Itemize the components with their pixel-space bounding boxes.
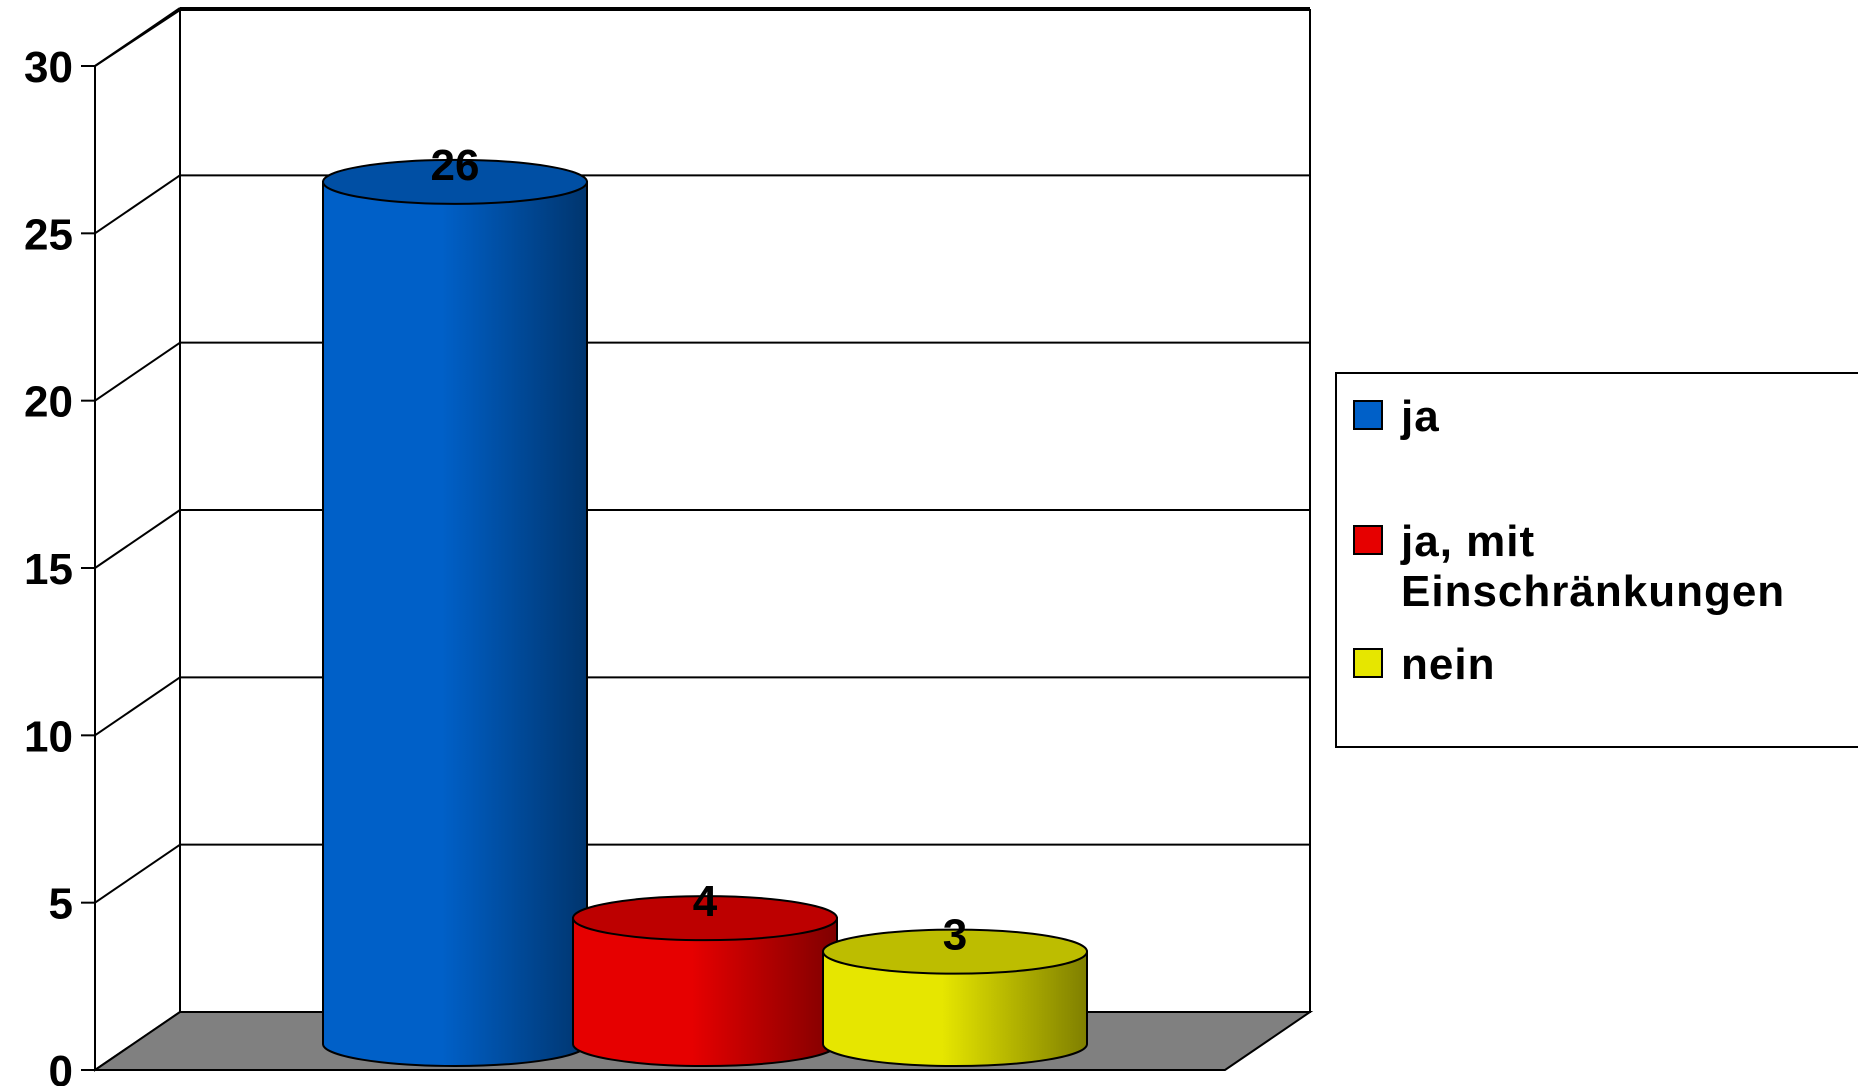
y-tick-label: 5	[49, 880, 73, 929]
data-label: 3	[943, 911, 967, 960]
y-tick-label: 20	[24, 378, 73, 427]
bar-series	[322, 158, 1088, 1067]
gridline-side	[94, 341, 181, 402]
legend-item-ja-mit-einschraenkungen: ja, mit Einschränkungen	[1353, 517, 1785, 617]
legend-swatch-nein	[1353, 648, 1383, 678]
y-tick-label: 15	[24, 545, 73, 594]
bar	[572, 895, 838, 1067]
bar-top	[572, 895, 838, 942]
gridline-side	[94, 676, 181, 737]
bar-body	[322, 180, 588, 1067]
gridline-side	[94, 174, 181, 235]
y-tick-label: 30	[24, 43, 73, 92]
bar-body	[822, 950, 1088, 1067]
legend: ja ja, mit Einschränkungen nein	[1335, 372, 1858, 748]
y-tick-label: 25	[24, 210, 73, 259]
legend-swatch-ja-mit-einschraenkungen	[1353, 525, 1383, 555]
gridline-side	[94, 843, 181, 904]
gridline-side	[94, 7, 181, 67]
bar	[822, 928, 1088, 1067]
bar	[322, 158, 588, 1067]
y-tick-label: 10	[24, 712, 73, 761]
legend-swatch-ja	[1353, 400, 1383, 430]
legend-label-ja-mit-einschraenkungen: ja, mit Einschränkungen	[1401, 517, 1786, 616]
gridline-side	[94, 509, 181, 569]
y-tick-label: 0	[49, 1047, 73, 1086]
bar-top	[822, 928, 1088, 975]
data-labels: 26 4 3	[431, 141, 968, 960]
legend-label-nein: nein	[1401, 640, 1496, 689]
legend-label-ja: ja	[1401, 392, 1440, 441]
bar-top	[322, 158, 588, 205]
legend-item-nein: nein	[1353, 640, 1495, 690]
data-label: 4	[693, 877, 718, 926]
y-axis: 0 5 10 15 20 25 30	[24, 43, 1225, 1086]
bar-body	[572, 917, 838, 1067]
legend-item-ja: ja	[1353, 392, 1440, 442]
data-label: 26	[431, 141, 480, 190]
